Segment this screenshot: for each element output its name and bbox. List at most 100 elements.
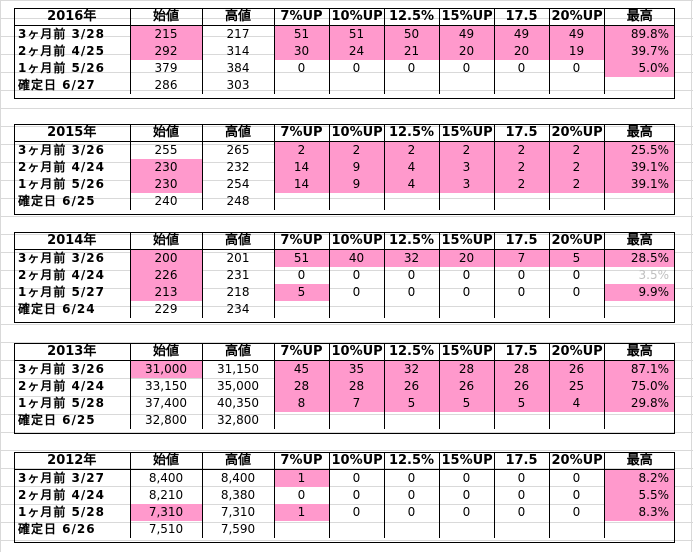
max-rise-cell[interactable]: 39.1% <box>603 176 675 193</box>
up-count-15-up[interactable]: 5 <box>438 395 494 412</box>
up-count-7-up[interactable] <box>273 77 329 94</box>
high-price-cell[interactable]: 201 <box>201 249 274 267</box>
high-price-cell[interactable]: 217 <box>201 25 274 43</box>
up-count-15-up[interactable] <box>438 193 494 210</box>
high-price-cell[interactable]: 384 <box>201 60 274 77</box>
up-count-7-up[interactable] <box>273 193 329 210</box>
column-header[interactable]: 始値 <box>129 452 202 470</box>
column-header[interactable]: 17.5 <box>493 452 549 470</box>
up-count-15-up[interactable]: 28 <box>438 360 494 378</box>
up-count-17-5-up[interactable] <box>493 193 549 210</box>
up-count-12-5-up[interactable]: 0 <box>383 60 439 77</box>
up-count-20-up[interactable]: 0 <box>548 504 604 521</box>
up-count-17-5-up[interactable]: 7 <box>493 249 549 267</box>
up-count-12-5-up[interactable] <box>383 521 439 538</box>
up-count-12-5-up[interactable]: 50 <box>383 25 439 43</box>
up-count-20-up[interactable]: 0 <box>548 469 604 487</box>
open-price-cell[interactable]: 7,510 <box>129 521 202 538</box>
open-price-cell[interactable]: 379 <box>129 60 202 77</box>
max-rise-cell[interactable]: 28.5% <box>603 249 675 267</box>
up-count-15-up[interactable]: 0 <box>438 267 494 284</box>
up-count-17-5-up[interactable]: 2 <box>493 159 549 176</box>
max-rise-cell[interactable]: 9.9% <box>603 284 675 301</box>
up-count-17-5-up[interactable] <box>493 301 549 318</box>
up-count-15-up[interactable]: 0 <box>438 469 494 487</box>
up-count-17-5-up[interactable]: 2 <box>493 176 549 193</box>
up-count-20-up[interactable]: 2 <box>548 176 604 193</box>
up-count-20-up[interactable]: 25 <box>548 378 604 395</box>
up-count-17-5-up[interactable]: 2 <box>493 141 549 159</box>
up-count-10-up[interactable]: 9 <box>328 176 384 193</box>
column-header[interactable]: 高値 <box>201 8 274 26</box>
column-header[interactable]: 17.5 <box>493 8 549 26</box>
up-count-10-up[interactable]: 0 <box>328 487 384 504</box>
open-price-cell[interactable]: 33,150 <box>129 378 202 395</box>
max-rise-cell[interactable]: 39.7% <box>603 43 675 60</box>
column-header[interactable]: 最高 <box>603 232 675 250</box>
up-count-12-5-up[interactable] <box>383 412 439 429</box>
high-price-cell[interactable]: 314 <box>201 43 274 60</box>
open-price-cell[interactable]: 255 <box>129 141 202 159</box>
column-header[interactable]: 始値 <box>129 343 202 361</box>
up-count-12-5-up[interactable] <box>383 77 439 94</box>
up-count-15-up[interactable]: 2 <box>438 141 494 159</box>
up-count-10-up[interactable]: 40 <box>328 249 384 267</box>
open-price-cell[interactable]: 213 <box>129 284 202 301</box>
up-count-20-up[interactable]: 0 <box>548 487 604 504</box>
year-label[interactable]: 2013年 <box>14 343 130 361</box>
column-header[interactable]: 17.5 <box>493 124 549 142</box>
max-rise-cell[interactable]: 5.0% <box>603 60 675 77</box>
column-header[interactable]: 15%UP <box>438 124 494 142</box>
up-count-20-up[interactable]: 4 <box>548 395 604 412</box>
open-price-cell[interactable]: 32,800 <box>129 412 202 429</box>
up-count-15-up[interactable]: 20 <box>438 249 494 267</box>
open-price-cell[interactable]: 7,310 <box>129 504 202 521</box>
up-count-12-5-up[interactable]: 4 <box>383 159 439 176</box>
year-label[interactable]: 2015年 <box>14 124 130 142</box>
up-count-7-up[interactable]: 1 <box>273 504 329 521</box>
open-price-cell[interactable]: 286 <box>129 77 202 94</box>
high-price-cell[interactable]: 248 <box>201 193 274 210</box>
open-price-cell[interactable]: 31,000 <box>129 360 202 378</box>
max-rise-cell[interactable]: 25.5% <box>603 141 675 159</box>
high-price-cell[interactable]: 32,800 <box>201 412 274 429</box>
up-count-20-up[interactable] <box>548 77 604 94</box>
year-label[interactable]: 2014年 <box>14 232 130 250</box>
up-count-15-up[interactable]: 20 <box>438 43 494 60</box>
high-price-cell[interactable]: 7,310 <box>201 504 274 521</box>
column-header[interactable]: 始値 <box>129 232 202 250</box>
row-label[interactable]: 3ヶ月前 3/26 <box>18 143 105 157</box>
open-price-cell[interactable]: 240 <box>129 193 202 210</box>
high-price-cell[interactable]: 35,000 <box>201 378 274 395</box>
up-count-20-up[interactable] <box>548 521 604 538</box>
up-count-17-5-up[interactable] <box>493 412 549 429</box>
up-count-20-up[interactable]: 2 <box>548 141 604 159</box>
column-header[interactable]: 15%UP <box>438 8 494 26</box>
row-label[interactable]: 3ヶ月前 3/26 <box>18 251 105 265</box>
row-label[interactable]: 確定日 6/25 <box>18 194 96 208</box>
high-price-cell[interactable]: 303 <box>201 77 274 94</box>
row-label[interactable]: 1ヶ月前 5/28 <box>18 396 105 410</box>
up-count-10-up[interactable] <box>328 193 384 210</box>
row-label[interactable]: 2ヶ月前 4/24 <box>18 160 105 174</box>
up-count-12-5-up[interactable]: 0 <box>383 504 439 521</box>
max-rise-cell[interactable]: 29.8% <box>603 395 675 412</box>
up-count-20-up[interactable]: 0 <box>548 267 604 284</box>
up-count-17-5-up[interactable]: 49 <box>493 25 549 43</box>
row-label[interactable]: 2ヶ月前 4/24 <box>18 488 105 502</box>
column-header[interactable]: 12.5% <box>383 124 439 142</box>
column-header[interactable]: 7%UP <box>273 8 329 26</box>
column-header[interactable]: 7%UP <box>273 452 329 470</box>
up-count-20-up[interactable]: 49 <box>548 25 604 43</box>
high-price-cell[interactable]: 8,380 <box>201 487 274 504</box>
up-count-17-5-up[interactable] <box>493 521 549 538</box>
up-count-7-up[interactable]: 2 <box>273 141 329 159</box>
max-rise-cell[interactable]: 89.8% <box>603 25 675 43</box>
up-count-20-up[interactable]: 0 <box>548 284 604 301</box>
up-count-20-up[interactable]: 26 <box>548 360 604 378</box>
max-rise-cell[interactable]: 75.0% <box>603 378 675 395</box>
up-count-7-up[interactable]: 30 <box>273 43 329 60</box>
up-count-7-up[interactable]: 1 <box>273 469 329 487</box>
up-count-20-up[interactable] <box>548 412 604 429</box>
up-count-12-5-up[interactable]: 4 <box>383 176 439 193</box>
